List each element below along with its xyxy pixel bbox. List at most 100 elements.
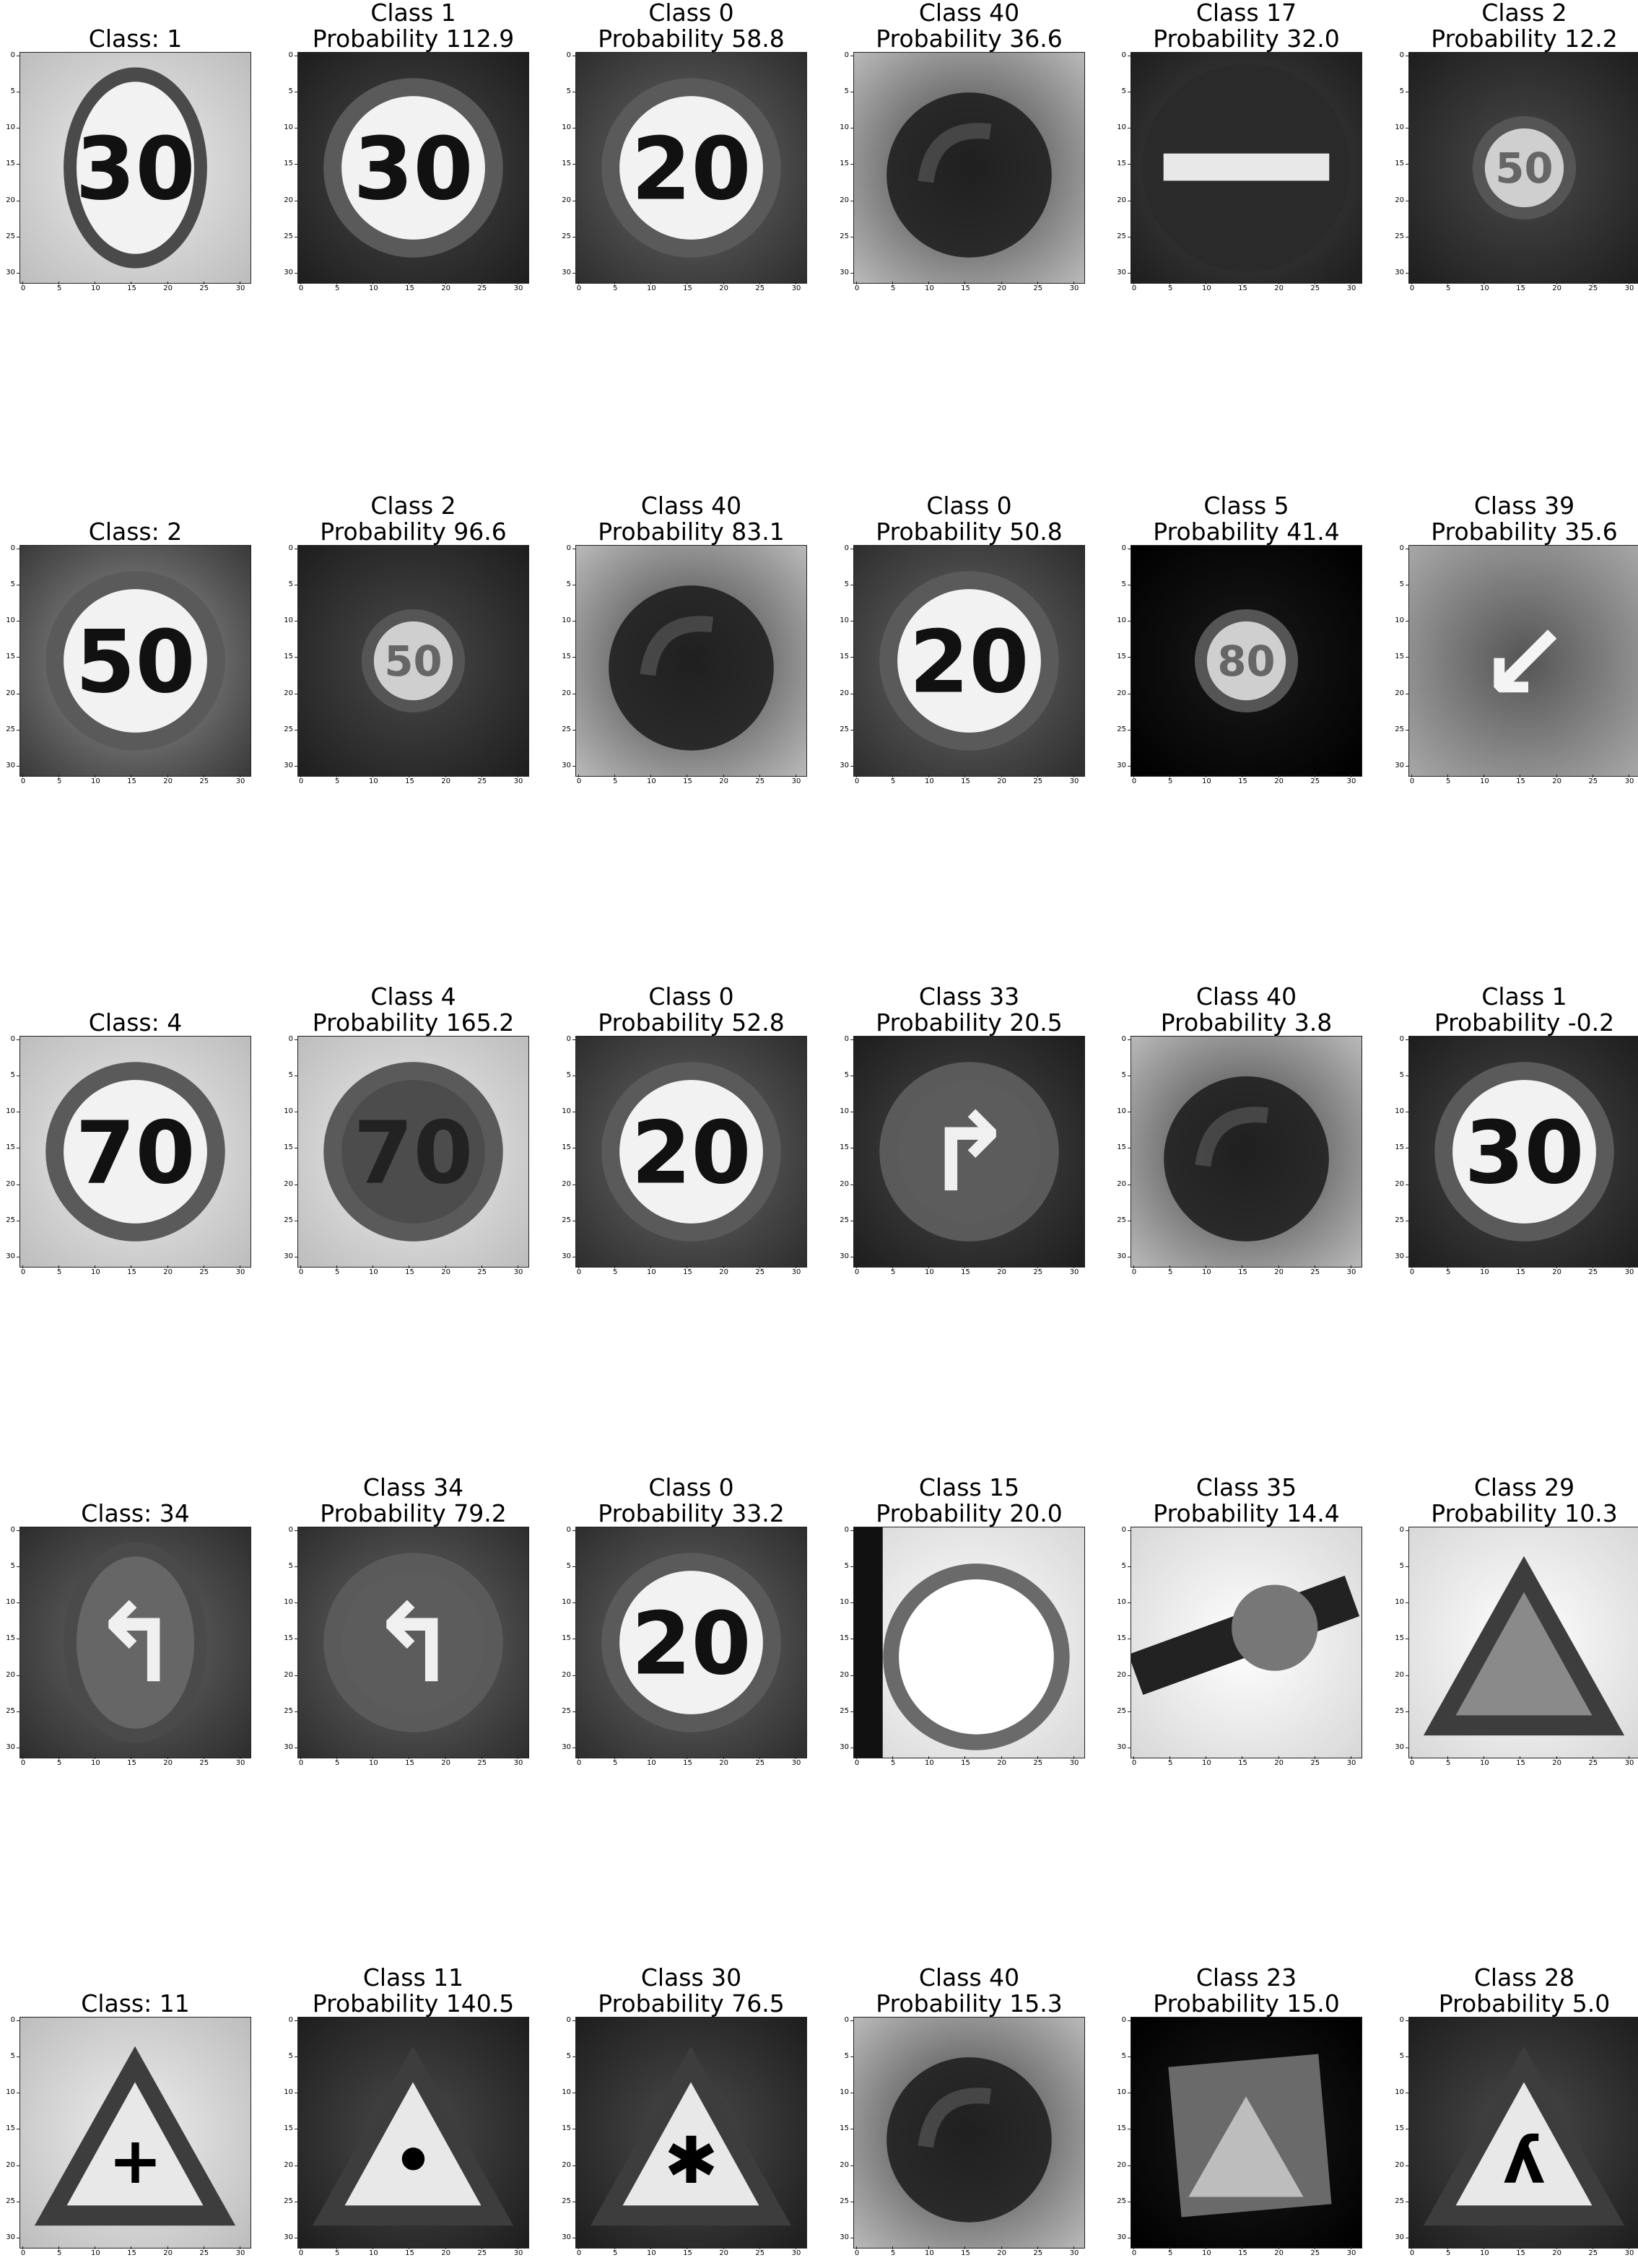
x-tick-label: 20 — [717, 1265, 731, 1277]
image-frame: 50 — [1408, 52, 1638, 284]
y-tick-label: 30 — [280, 1743, 297, 1752]
y-tick-label: 20 — [2, 689, 19, 698]
x-tick-label: 20 — [161, 775, 175, 786]
y-tick-label: 20 — [280, 196, 297, 205]
x-tick-label: 5 — [1163, 282, 1177, 293]
image-frame: 30 — [19, 52, 251, 284]
x-tick-label: 25 — [1031, 1265, 1045, 1277]
y-tick-label: 25 — [2, 232, 19, 241]
y-tick-label: 10 — [280, 123, 297, 132]
y-tick-label: 20 — [2, 1671, 19, 1680]
x-tick-label: 0 — [850, 1756, 864, 1768]
x-tick-label: 5 — [52, 775, 66, 786]
x-tick-label: 10 — [88, 1756, 103, 1768]
y-tick-label: 25 — [2, 1707, 19, 1716]
x-tick-label: 30 — [1067, 282, 1081, 293]
y-tick-label: 30 — [558, 1252, 575, 1261]
image-frame: ʎ — [1408, 2017, 1638, 2249]
x-tick-label: 0 — [1127, 282, 1141, 293]
y-tick-label: 15 — [2, 653, 19, 661]
y-tick-label: 15 — [1113, 160, 1131, 168]
x-tick-label: 0 — [850, 775, 864, 786]
y-tick-label: 15 — [1391, 2124, 1408, 2133]
x-tick-label: 0 — [1405, 2246, 1419, 2258]
subplot-image: 50 0 0 5 5 10 10 15 15 20 20 25 25 30 30 — [1395, 51, 1638, 292]
subplot-title: Class 2 Probability 96.6 — [320, 492, 507, 546]
image-frame — [853, 52, 1085, 284]
y-tick-label: 30 — [1113, 269, 1131, 277]
y-tick-label: 5 — [2, 580, 19, 589]
x-tick-label: 10 — [1199, 1756, 1214, 1768]
y-tick-label: 10 — [1391, 1598, 1408, 1607]
subplot: Class: 1 30 0 0 5 5 10 10 15 15 20 20 25 25 30 30 — [6, 0, 251, 303]
y-tick-label: 15 — [558, 1143, 575, 1152]
x-tick-label: 25 — [1308, 1265, 1323, 1277]
figure-row: Class: 1 30 0 0 5 5 10 10 15 15 20 20 25 25 30 30 Class … — [0, 0, 1638, 303]
figure-row: Class: 4 70 0 0 5 5 10 10 15 15 20 20 25 25 30 30 Class … — [0, 984, 1638, 1287]
x-tick-label: 15 — [124, 1265, 139, 1277]
subplot: Class 1 Probability 112.9 30 0 0 5 5 10 10 15 15 2… — [284, 0, 529, 303]
subplot-image: 80 0 0 5 5 10 10 15 15 20 20 25 25 30 30 — [1117, 544, 1362, 785]
sign-glyph: ↰ — [90, 1582, 180, 1707]
y-tick-label: 25 — [1113, 725, 1131, 734]
y-tick-label: 5 — [2, 87, 19, 96]
x-tick-label: 25 — [1308, 282, 1323, 293]
subplot-image: 0 0 5 5 10 10 15 15 20 20 25 25 30 30 — [840, 1526, 1085, 1767]
x-tick-label: 25 — [1308, 775, 1323, 786]
y-tick-label: 25 — [836, 725, 853, 734]
y-tick-label: 25 — [1391, 232, 1408, 241]
x-tick-label: 30 — [1622, 1756, 1637, 1768]
y-tick-label: 25 — [2, 725, 19, 734]
y-tick-label: 15 — [836, 2124, 853, 2133]
image-frame — [1131, 2017, 1362, 2249]
x-tick-label: 10 — [366, 1265, 380, 1277]
subplot-image: 20 0 0 5 5 10 10 15 15 20 20 25 25 30 30 — [562, 1526, 807, 1767]
subplot: Class: 2 50 0 0 5 5 10 10 15 15 20 20 25 25 30 30 — [6, 493, 251, 796]
subplot: Class 17 Probability 32.0 0 0 5 5 10 10 15 15 20 2… — [1117, 0, 1362, 303]
y-tick-label: 20 — [280, 1671, 297, 1680]
y-tick-label: 15 — [836, 1634, 853, 1643]
y-tick-label: 0 — [2, 1526, 19, 1535]
x-tick-label: 5 — [330, 1265, 344, 1277]
x-tick-label: 25 — [475, 282, 489, 293]
subplot-image: 20 0 0 5 5 10 10 15 15 20 20 25 25 30 30 — [562, 1035, 807, 1276]
sign-image — [576, 546, 806, 776]
sign-image: 20 — [576, 1037, 806, 1267]
x-tick-label: 10 — [366, 775, 380, 786]
x-tick-label: 25 — [1031, 1756, 1045, 1768]
sign-glyph: 20 — [632, 1594, 752, 1694]
sign-image — [854, 2018, 1084, 2248]
x-tick-label: 20 — [995, 1756, 1009, 1768]
x-tick-label: 10 — [922, 2246, 936, 2258]
x-tick-label: 5 — [886, 1756, 900, 1768]
y-tick-label: 5 — [1391, 580, 1408, 589]
y-tick-label: 5 — [836, 87, 853, 96]
x-tick-label: 15 — [958, 2246, 972, 2258]
x-tick-label: 5 — [886, 282, 900, 293]
x-tick-label: 15 — [1235, 775, 1250, 786]
y-tick-label: 30 — [280, 1252, 297, 1261]
y-tick-label: 30 — [836, 1252, 853, 1261]
x-tick-label: 0 — [1405, 1265, 1419, 1277]
y-tick-label: 20 — [836, 196, 853, 205]
x-tick-label: 15 — [1235, 282, 1250, 293]
y-tick-label: 0 — [558, 51, 575, 60]
x-tick-label: 5 — [886, 1265, 900, 1277]
image-frame: 30 — [297, 52, 529, 284]
y-tick-label: 20 — [1391, 196, 1408, 205]
x-tick-label: 0 — [1127, 1756, 1141, 1768]
x-tick-label: 20 — [439, 1265, 453, 1277]
x-tick-label: 20 — [995, 282, 1009, 293]
y-tick-label: 20 — [1113, 2161, 1131, 2170]
x-tick-label: 25 — [753, 1756, 767, 1768]
sign-image — [854, 53, 1084, 283]
subplot-title: Class: 2 — [88, 518, 183, 546]
y-tick-label: 0 — [1113, 1526, 1131, 1535]
y-tick-label: 25 — [836, 2197, 853, 2206]
x-tick-label: 25 — [197, 1265, 212, 1277]
x-tick-label: 15 — [680, 1265, 694, 1277]
x-tick-label: 30 — [233, 282, 248, 293]
x-tick-label: 20 — [717, 775, 731, 786]
x-tick-label: 0 — [16, 1756, 30, 1768]
sign-glyph: 30 — [76, 119, 196, 219]
